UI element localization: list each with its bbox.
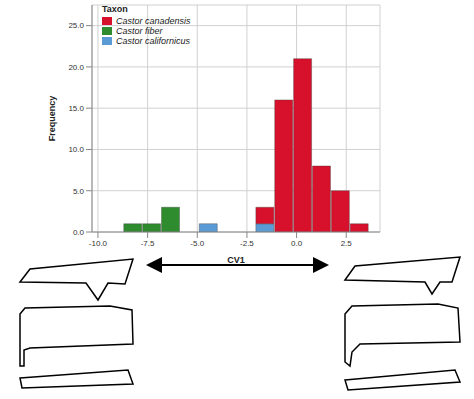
html-text:Castor canadensis: Castor canadensis xyxy=(116,16,191,26)
svg-text:2.5: 2.5 xyxy=(341,239,353,248)
svg-text:10.0: 10.0 xyxy=(68,145,84,154)
svg-text:CV1: CV1 xyxy=(227,255,245,265)
svg-text:-5.0: -5.0 xyxy=(190,239,204,248)
svg-text:0.0: 0.0 xyxy=(73,228,85,237)
svg-text:20.0: 20.0 xyxy=(68,63,84,72)
html-text:Castor fiber: Castor fiber xyxy=(116,26,163,36)
svg-text:25.0: 25.0 xyxy=(68,21,84,30)
svg-text:15.0: 15.0 xyxy=(68,104,84,113)
svg-text:0.0: 0.0 xyxy=(291,239,303,248)
html-text:Taxon: Taxon xyxy=(102,4,128,14)
svg-text:-2.5: -2.5 xyxy=(240,239,254,248)
svg-text:Frequency: Frequency xyxy=(47,96,57,142)
svg-text:5.0: 5.0 xyxy=(73,187,85,196)
svg-text:-7.5: -7.5 xyxy=(141,239,155,248)
html-text:Castor californicus: Castor californicus xyxy=(116,36,190,46)
svg-text:-10.0: -10.0 xyxy=(89,239,108,248)
